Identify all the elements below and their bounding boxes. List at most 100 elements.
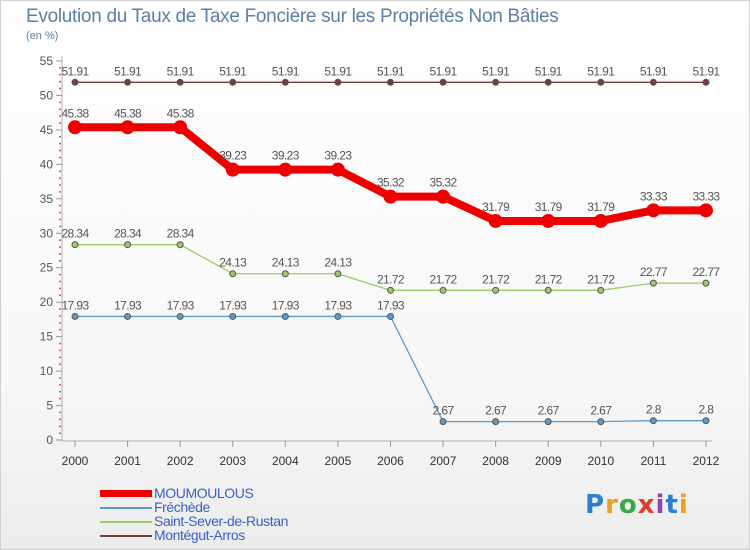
y-tick-label: 20: [40, 295, 54, 309]
data-point: [176, 78, 184, 86]
data-label: 51.91: [114, 64, 142, 78]
data-point: [649, 78, 657, 86]
data-label: 33.33: [640, 189, 668, 203]
data-point: [593, 213, 608, 228]
data-point: [698, 203, 713, 218]
x-tick-label: 2002: [167, 454, 194, 468]
data-label: 28.34: [114, 227, 142, 241]
data-point: [383, 189, 398, 204]
y-minor-tick: [59, 425, 61, 428]
x-tick-label: 2008: [482, 454, 509, 468]
data-label: 24.13: [272, 256, 300, 270]
y-minor-tick: [59, 156, 61, 159]
y-minor-tick: [59, 287, 61, 290]
data-label: 51.91: [692, 64, 720, 78]
data-label: 24.13: [324, 256, 352, 270]
chart-unit-label: (en %): [26, 30, 59, 42]
data-point: [439, 78, 447, 86]
data-point: [281, 312, 289, 320]
proxiti-logo: Proxiti: [585, 490, 689, 520]
legend-swatch: [100, 521, 152, 523]
legend-label: Montégut-Arros: [154, 527, 245, 543]
data-point: [544, 286, 552, 294]
data-point: [176, 312, 184, 320]
data-label: 33.33: [692, 189, 720, 203]
y-tick-label: 50: [40, 88, 54, 102]
data-point: [229, 312, 237, 320]
x-tick-label: 2005: [325, 454, 352, 468]
data-label: 17.93: [377, 298, 405, 312]
y-minor-tick: [59, 80, 61, 83]
data-label: 28.34: [61, 227, 89, 241]
legend-item: Montégut-Arros: [100, 527, 400, 543]
y-minor-tick: [59, 383, 61, 386]
y-minor-tick: [59, 73, 61, 76]
data-point: [544, 418, 552, 426]
y-minor-tick: [59, 273, 61, 276]
data-label: 45.38: [114, 106, 142, 120]
x-tick-label: 2012: [693, 454, 720, 468]
logo-letter: x: [637, 490, 656, 520]
y-minor-tick: [59, 390, 61, 393]
y-minor-tick: [59, 253, 61, 255]
x-tick-label: 2000: [62, 454, 89, 468]
data-point: [124, 312, 132, 320]
data-label: 17.93: [61, 298, 89, 312]
series-line-fr-ch-de: [75, 315, 706, 423]
x-tick-label: 2011: [640, 454, 666, 468]
y-minor-tick: [59, 328, 61, 331]
data-point: [68, 120, 82, 135]
y-minor-tick: [59, 342, 61, 345]
y-tick-label: 10: [40, 364, 54, 378]
data-label: 51.91: [482, 64, 510, 78]
data-label: 51.91: [377, 64, 405, 78]
data-point: [176, 241, 184, 249]
data-point: [334, 312, 342, 320]
data-point: [597, 78, 605, 86]
data-label: 51.91: [61, 64, 89, 78]
data-point: [492, 418, 500, 426]
legend-item: MOUMOULOUS: [100, 485, 400, 501]
y-minor-tick: [59, 142, 61, 145]
data-point: [439, 286, 447, 294]
legend-item: Fréchède: [100, 499, 400, 515]
data-label: 39.23: [219, 149, 247, 163]
data-point: [229, 78, 237, 86]
y-tick-label: 5: [46, 399, 53, 413]
data-label: 31.79: [587, 200, 615, 214]
x-tick-label: 2001: [114, 454, 141, 468]
data-label: 51.91: [219, 64, 247, 78]
data-point: [702, 279, 710, 287]
legend-swatch: [100, 507, 152, 509]
y-minor-tick: [59, 246, 61, 248]
data-point: [71, 312, 79, 320]
data-point: [439, 418, 447, 426]
data-label: 51.91: [430, 64, 458, 78]
data-point: [597, 418, 605, 426]
legend-swatch: [100, 490, 152, 497]
data-point: [71, 241, 79, 249]
data-label: 45.38: [167, 106, 195, 120]
y-tick-label: 45: [40, 123, 54, 137]
x-tick-label: 2007: [430, 454, 457, 468]
data-point: [702, 417, 710, 425]
chart-title: Evolution du Taux de Taxe Foncière sur l…: [26, 6, 559, 27]
data-point: [173, 120, 188, 135]
data-label: 17.93: [219, 298, 247, 312]
data-label: 51.91: [167, 64, 195, 78]
data-label: 2.67: [590, 404, 612, 418]
x-tick-label: 2004: [272, 454, 299, 468]
data-point: [281, 270, 289, 278]
data-label: 51.91: [272, 64, 300, 78]
data-label: 45.38: [61, 106, 89, 120]
data-point: [229, 270, 237, 278]
data-point: [330, 162, 345, 177]
data-point: [488, 213, 503, 228]
data-point: [597, 286, 605, 294]
y-tick-label: 40: [40, 157, 54, 171]
y-minor-tick: [59, 218, 61, 221]
data-point: [71, 78, 79, 86]
data-label: 22.77: [640, 265, 668, 279]
legend-label: Fréchède: [154, 499, 210, 515]
